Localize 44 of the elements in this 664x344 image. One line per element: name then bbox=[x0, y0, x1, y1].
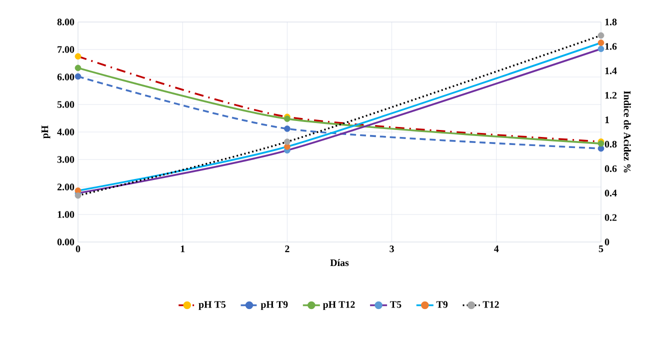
y-tick-label: 5.00 bbox=[57, 101, 74, 108]
y-tick-label: 4.00 bbox=[57, 128, 74, 136]
x-tick-label: 1 bbox=[180, 246, 185, 252]
x-tick-label: 5 bbox=[598, 246, 604, 252]
y2-tick-label: 0.2 bbox=[604, 214, 617, 221]
y2-tick-label: 0.8 bbox=[604, 140, 617, 148]
y-axis-title: pH bbox=[42, 126, 50, 139]
x-tick-label: 3 bbox=[390, 246, 394, 252]
legend-label: T12 bbox=[482, 301, 499, 308]
point bbox=[74, 192, 82, 199]
point bbox=[598, 40, 604, 46]
legend-label: T5 bbox=[390, 301, 402, 308]
y-tick-label: 6.00 bbox=[57, 74, 74, 80]
y2-tick-label: 0.4 bbox=[604, 190, 617, 196]
x-tick-label: 0 bbox=[76, 246, 80, 252]
y2-tick-label: 0 bbox=[604, 238, 610, 246]
point bbox=[284, 126, 290, 132]
point bbox=[74, 187, 82, 194]
y-tick-label: 1.00 bbox=[58, 211, 74, 218]
y2-tick-label: 0.6 bbox=[604, 165, 617, 172]
point bbox=[74, 53, 82, 60]
point bbox=[598, 46, 604, 52]
y-tick-label: 8.00 bbox=[57, 18, 74, 26]
x-tick-label: 2 bbox=[285, 246, 290, 252]
legend-label: pH T12 bbox=[322, 301, 355, 310]
legend-label: T9 bbox=[436, 301, 448, 308]
y2-axis-title: Indice de Acidez % bbox=[624, 90, 631, 172]
y-tick-label: 7.00 bbox=[58, 46, 74, 53]
y2-tick-label: 1.4 bbox=[605, 68, 617, 74]
y-tick-label: 2.00 bbox=[57, 184, 74, 190]
point bbox=[74, 64, 82, 72]
y2-tick-label: 1.6 bbox=[605, 43, 617, 50]
y2-tick-label: 1 bbox=[605, 116, 609, 124]
legend-label: pH T9 bbox=[260, 301, 288, 310]
y-tick-label: 3.00 bbox=[57, 156, 74, 163]
point bbox=[598, 32, 604, 39]
y2-tick-label: 1.2 bbox=[605, 92, 617, 99]
point bbox=[74, 73, 82, 80]
y2-tick-label: 1.8 bbox=[605, 18, 617, 26]
point bbox=[284, 138, 290, 145]
legend-label: pH T5 bbox=[198, 301, 226, 310]
x-tick-label: 4 bbox=[494, 246, 499, 252]
x-axis-title: Días bbox=[330, 259, 349, 266]
y-tick-label: 0.00 bbox=[57, 238, 74, 246]
